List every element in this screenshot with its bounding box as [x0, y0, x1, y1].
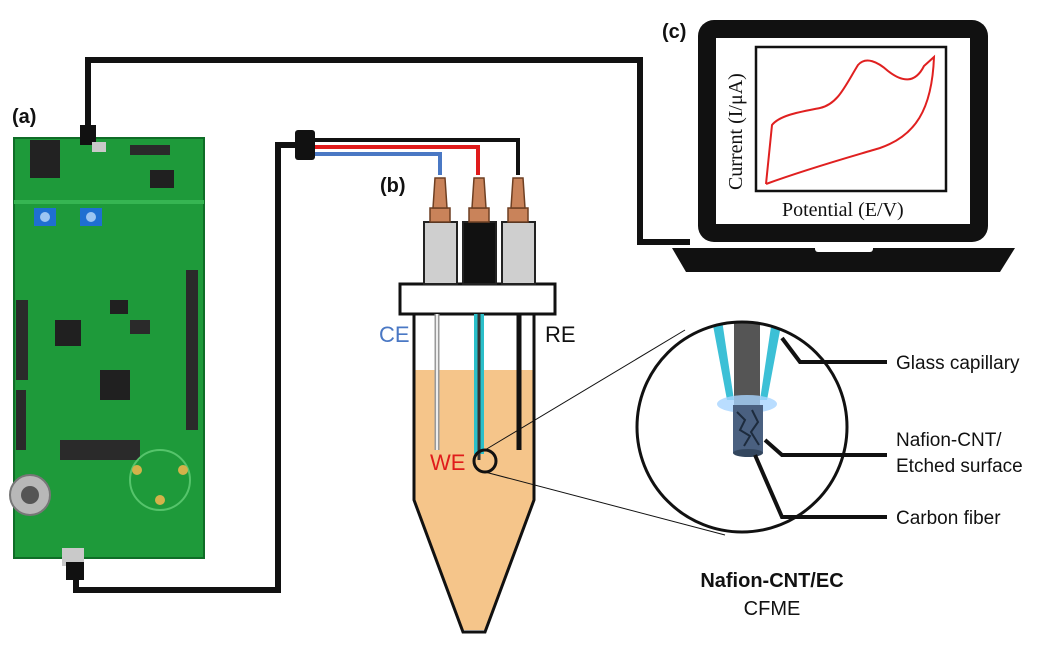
counter-electrode [423, 177, 458, 450]
electrode-cap [398, 282, 557, 316]
nafion-label-line1: Nafion-CNT/ [896, 430, 1002, 451]
usb-cable-to-laptop [85, 57, 690, 245]
zoom-line-bottom [484, 471, 726, 536]
nafion-label-line2: Etched surface [896, 456, 1023, 477]
panel-label-c: (c) [662, 21, 686, 43]
reference-electrode [501, 177, 536, 450]
ce-label: CE [379, 322, 410, 347]
re-label: RE [545, 322, 576, 347]
caption-title: Nafion-CNT/EC [700, 570, 843, 592]
cv-curve [765, 54, 936, 185]
plot-xlabel: Potential (E/V) [782, 199, 904, 221]
usb-cable-to-electrodes [73, 142, 300, 593]
zoom-line-top [484, 329, 686, 451]
plot-ylabel: Current (I/μA) [725, 73, 747, 190]
sample-tube [412, 310, 536, 634]
we-label: WE [430, 450, 465, 475]
cable-connector [295, 130, 315, 160]
panel-label-b: (b) [380, 175, 406, 197]
electrode-leads [315, 138, 520, 175]
cv-plot [754, 45, 948, 193]
zoom-detail-circle [635, 320, 849, 534]
carbon-fiber-label: Carbon fiber [896, 508, 1001, 529]
working-electrode [462, 177, 497, 460]
glass-capillary-label: Glass capillary [896, 353, 1020, 374]
panel-label-a: (a) [12, 106, 36, 128]
carbon-fiber-leader [753, 454, 887, 519]
nafion-leader [763, 438, 887, 457]
caption-subtitle: CFME [744, 598, 801, 620]
potentiostat-board [9, 125, 205, 580]
glass-capillary-leader [780, 336, 887, 364]
